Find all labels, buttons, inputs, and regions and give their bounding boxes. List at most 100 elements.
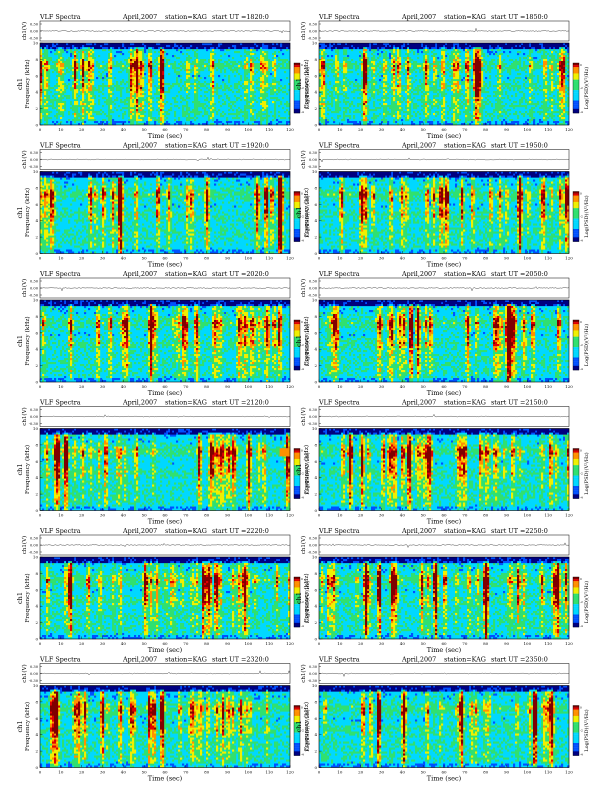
- x-tick-label: 20: [79, 256, 85, 261]
- y-tick-label: 6: [314, 202, 317, 207]
- colorbar-step: [573, 90, 579, 93]
- colorbar-step: [573, 197, 579, 201]
- x-tick-label: 100: [245, 770, 253, 775]
- x-tick-label: 60: [162, 770, 168, 775]
- panel-start-ut: start UT =2020:0: [212, 270, 269, 278]
- spectrogram-cells: [319, 689, 570, 768]
- colorbar-step: [294, 322, 300, 325]
- timeseries-tick-label: 0.00: [309, 415, 318, 419]
- panel-date: April,2007: [401, 656, 436, 664]
- timeseries-tick-label: 0.00: [30, 30, 39, 34]
- colorbar-step: [294, 88, 300, 91]
- x-tick-label: 70: [183, 770, 189, 775]
- colorbar-step: [294, 745, 300, 748]
- spectrogram-cells: [46, 563, 291, 640]
- colorbar-step: [573, 492, 579, 495]
- colorbar-step: [573, 730, 579, 733]
- colorbar-step: [573, 738, 579, 742]
- x-tick-label: 40: [121, 641, 127, 646]
- colorbar-step: [294, 214, 300, 217]
- y-tick-label: 6: [35, 202, 38, 207]
- spectrogram-cells: [46, 434, 291, 507]
- timeseries-waveform: [39, 156, 291, 162]
- colorbar-step: [294, 330, 300, 333]
- timeseries-waveform: [318, 414, 570, 418]
- colorbar-step: [294, 71, 300, 74]
- panel-start-ut: start UT =1950:0: [491, 142, 548, 150]
- colorbar-step: [573, 728, 579, 731]
- colorbar-tick-label: 0: [301, 706, 303, 710]
- x-tick-label: 30: [379, 384, 385, 389]
- x-tick-label: 60: [441, 770, 447, 775]
- y-axis-label: Frequency (kHz): [303, 445, 310, 494]
- x-tick-label: 60: [162, 256, 168, 261]
- colorbar-step: [573, 79, 579, 82]
- colorbar-step: [294, 587, 300, 590]
- panel-product-title: VLF Spectra: [318, 142, 360, 150]
- colorbar-step: [294, 448, 300, 451]
- panel-station: station=KAG: [165, 13, 207, 21]
- colorbar-step: [294, 475, 300, 478]
- x-tick-label: 80: [483, 641, 489, 646]
- x-tick-label: 0: [39, 641, 42, 646]
- x-tick-label: 110: [265, 256, 273, 261]
- x-tick-label: 10: [58, 127, 64, 132]
- x-tick-label: 40: [121, 127, 127, 132]
- y-tick-label: 10: [33, 426, 39, 431]
- colorbar-frame: [293, 62, 301, 114]
- panel-date: April,2007: [401, 527, 436, 535]
- panel-start-ut: start UT =2150:0: [491, 399, 548, 407]
- x-tick-label: 60: [162, 513, 168, 518]
- colorbar-step: [294, 747, 300, 750]
- panel-station: station=KAG: [444, 656, 486, 664]
- y-axis-label: Frequency (kHz): [24, 573, 31, 622]
- colorbar-step: [573, 467, 579, 470]
- colorbar-step: [573, 577, 579, 580]
- y-tick-label: 0: [35, 380, 38, 385]
- colorbar-step: [573, 237, 579, 240]
- colorbar-step: [573, 593, 579, 596]
- spectrogram-cells: [40, 175, 285, 254]
- x-tick-label: 80: [204, 384, 210, 389]
- timeseries-tick-label: 0.00: [309, 158, 318, 162]
- x-tick-label: 80: [204, 641, 210, 646]
- colorbar-step: [294, 239, 300, 242]
- timeseries-axis-label: ch1(V): [300, 150, 307, 168]
- y-tick-label: 10: [312, 555, 318, 560]
- colorbar-step: [294, 79, 300, 82]
- colorbar-step: [573, 214, 579, 217]
- colorbar-step: [294, 753, 300, 756]
- colorbar-step: [294, 94, 300, 97]
- colorbar-step: [294, 583, 300, 586]
- colorbar-step: [573, 713, 579, 717]
- colorbar-step: [573, 496, 579, 499]
- colorbar-step: [294, 602, 300, 605]
- y-tick-label: 4: [35, 218, 38, 223]
- colorbar-step: [294, 709, 300, 712]
- x-axis-label: Time (sec): [427, 261, 462, 269]
- x-tick-label: 70: [183, 641, 189, 646]
- colorbar-step: [573, 365, 579, 369]
- x-tick-label: 70: [462, 641, 468, 646]
- spectrogram-cells: [40, 557, 291, 564]
- spectrogram-cells: [40, 43, 291, 50]
- colorbar-step: [573, 618, 579, 621]
- colorbar-step: [294, 579, 300, 582]
- colorbar-step: [294, 231, 300, 234]
- colorbar-step: [573, 330, 579, 333]
- panel-station: station=KAG: [165, 270, 207, 278]
- colorbar-step: [294, 624, 300, 628]
- colorbar-step: [573, 732, 579, 735]
- colorbar-tick-label: 0: [301, 63, 303, 67]
- x-tick-label: 60: [162, 641, 168, 646]
- y-tick-label: 8: [35, 442, 38, 447]
- x-tick-label: 120: [565, 256, 573, 261]
- x-tick-label: 70: [183, 513, 189, 518]
- x-tick-label: 30: [100, 256, 106, 261]
- colorbar-step: [573, 481, 579, 485]
- colorbar-tick-label: -4: [301, 367, 304, 371]
- colorbar-tick-label: -2: [301, 729, 304, 733]
- colorbar-step: [294, 595, 300, 599]
- y-tick-label: 2: [314, 106, 317, 111]
- channel-side-label: ch1: [295, 592, 303, 604]
